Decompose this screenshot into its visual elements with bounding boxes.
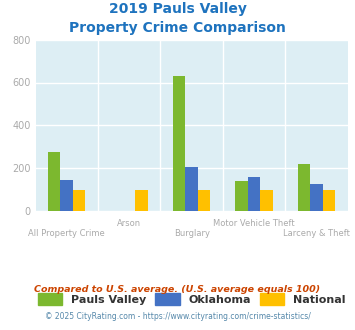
Text: All Property Crime: All Property Crime [28,229,105,238]
Text: Compared to U.S. average. (U.S. average equals 100): Compared to U.S. average. (U.S. average … [34,285,321,294]
Text: Motor Vehicle Theft: Motor Vehicle Theft [213,219,295,228]
Bar [136,190,148,211]
Bar [73,190,86,211]
Legend: Pauls Valley, Oklahoma, National: Pauls Valley, Oklahoma, National [33,289,350,309]
Text: Property Crime Comparison: Property Crime Comparison [69,21,286,35]
Bar [248,177,261,211]
Bar [60,180,73,211]
Bar [323,190,335,211]
Text: 2019 Pauls Valley: 2019 Pauls Valley [109,2,246,16]
Bar [298,164,310,211]
Bar [310,184,323,211]
Text: Burglary: Burglary [174,229,210,238]
Text: Arson: Arson [117,219,141,228]
Text: © 2025 CityRating.com - https://www.cityrating.com/crime-statistics/: © 2025 CityRating.com - https://www.city… [45,312,310,321]
Bar [173,76,185,211]
Bar [48,152,60,211]
Text: Larceny & Theft: Larceny & Theft [283,229,350,238]
Bar [185,167,198,211]
Bar [261,190,273,211]
Bar [198,190,211,211]
Bar [235,181,248,211]
